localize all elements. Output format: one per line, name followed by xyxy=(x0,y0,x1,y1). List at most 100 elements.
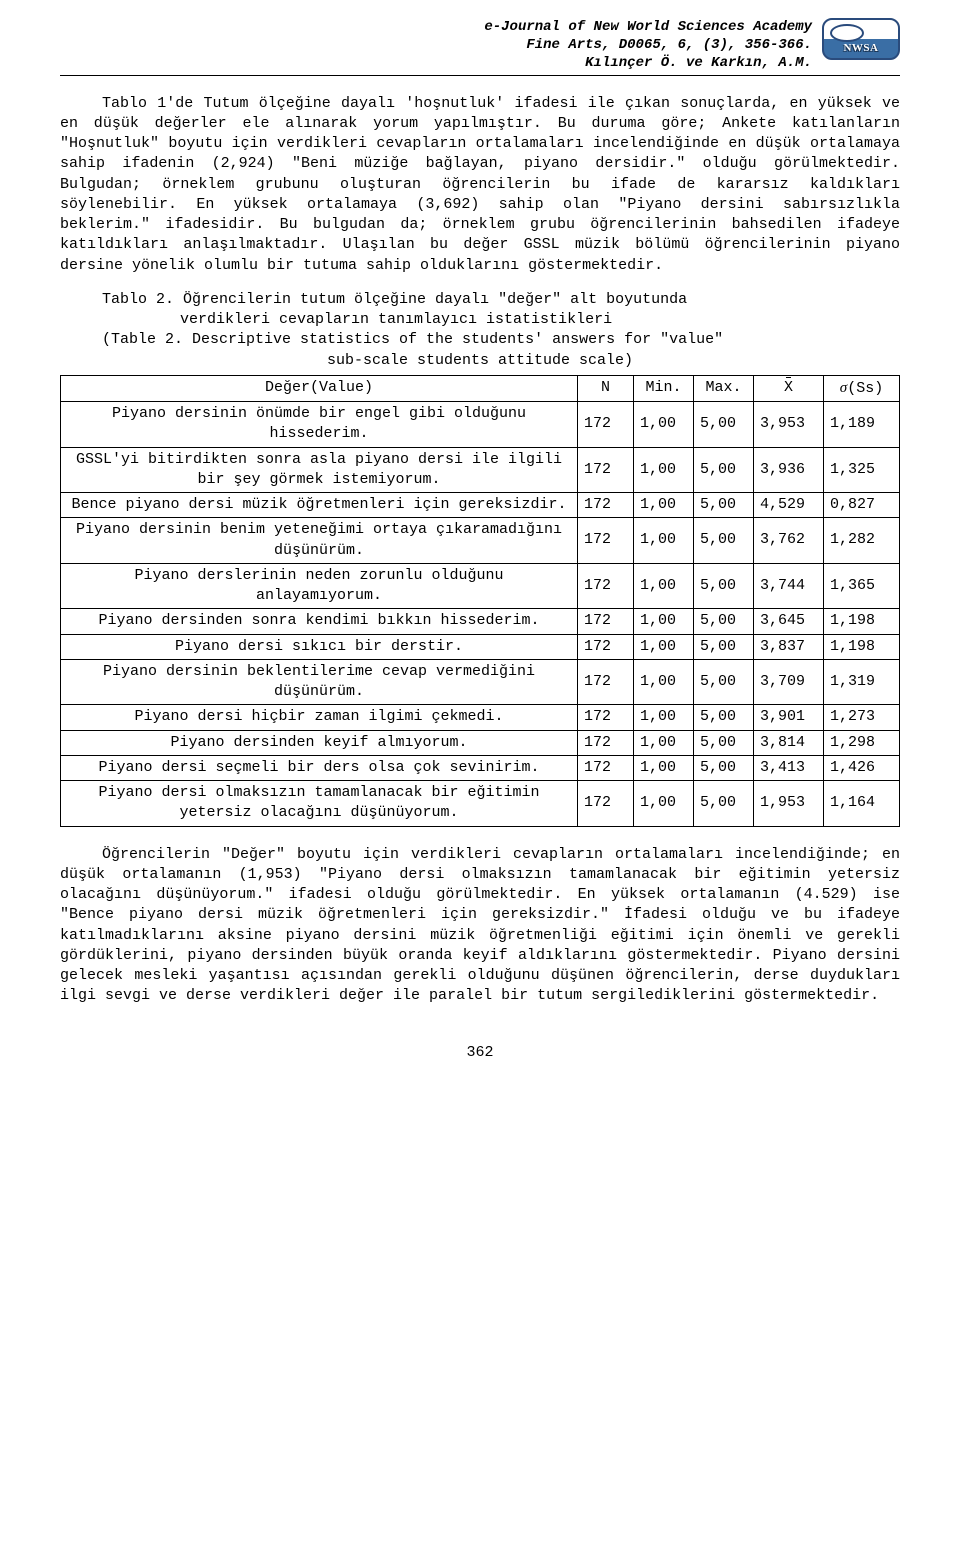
row-max: 5,00 xyxy=(694,705,754,730)
row-max: 5,00 xyxy=(694,447,754,493)
caption-line-2: verdikleri cevapların tanımlayıcı istati… xyxy=(60,310,900,330)
table-row: Piyano dersinin benim yeteneğimi ortaya … xyxy=(61,518,900,564)
row-min: 1,00 xyxy=(634,730,694,755)
caption-line-4: sub-scale students attitude scale) xyxy=(60,351,900,371)
row-label: Piyano dersi olmaksızın tamamlanacak bir… xyxy=(61,781,578,827)
logo-text: NWSA xyxy=(824,41,898,56)
row-x: 3,645 xyxy=(754,609,824,634)
table-row: Piyano dersi seçmeli bir ders olsa çok s… xyxy=(61,755,900,780)
row-label: Piyano dersi seçmeli bir ders olsa çok s… xyxy=(61,755,578,780)
row-ss: 1,198 xyxy=(824,634,900,659)
row-label: Piyano dersinin benim yeteneğimi ortaya … xyxy=(61,518,578,564)
col-mean: X xyxy=(754,375,824,401)
row-n: 172 xyxy=(578,755,634,780)
table-row: Piyano dersinden keyif almıyorum.1721,00… xyxy=(61,730,900,755)
row-max: 5,00 xyxy=(694,609,754,634)
caption-line-1: Tablo 2. Öğrencilerin tutum ölçeğine day… xyxy=(60,290,900,310)
table-caption: Tablo 2. Öğrencilerin tutum ölçeğine day… xyxy=(60,290,900,371)
row-min: 1,00 xyxy=(634,402,694,448)
row-ss: 1,198 xyxy=(824,609,900,634)
row-max: 5,00 xyxy=(694,781,754,827)
page-header: e-Journal of New World Sciences Academy … xyxy=(60,18,900,76)
row-ss: 1,189 xyxy=(824,402,900,448)
col-label: Değer(Value) xyxy=(61,375,578,401)
row-label: Piyano dersinin önümde bir engel gibi ol… xyxy=(61,402,578,448)
table-row: Piyano dersinin önümde bir engel gibi ol… xyxy=(61,402,900,448)
col-n: N xyxy=(578,375,634,401)
row-max: 5,00 xyxy=(694,634,754,659)
header-line-1: e-Journal of New World Sciences Academy xyxy=(484,18,812,36)
table-row: Piyano dersinin beklentilerime cevap ver… xyxy=(61,659,900,705)
row-min: 1,00 xyxy=(634,563,694,609)
table-body: Piyano dersinin önümde bir engel gibi ol… xyxy=(61,402,900,827)
table-row: Piyano dersinden sonra kendimi bıkkın hi… xyxy=(61,609,900,634)
header-line-3: Kılınçer Ö. ve Karkın, A.M. xyxy=(484,54,812,72)
row-x: 3,413 xyxy=(754,755,824,780)
row-min: 1,00 xyxy=(634,609,694,634)
row-ss: 1,319 xyxy=(824,659,900,705)
row-max: 5,00 xyxy=(694,493,754,518)
row-label: Bence piyano dersi müzik öğretmenleri iç… xyxy=(61,493,578,518)
row-max: 5,00 xyxy=(694,402,754,448)
row-n: 172 xyxy=(578,634,634,659)
row-min: 1,00 xyxy=(634,659,694,705)
row-label: Piyano dersinden sonra kendimi bıkkın hi… xyxy=(61,609,578,634)
table-row: Piyano derslerinin neden zorunlu olduğun… xyxy=(61,563,900,609)
row-ss: 1,273 xyxy=(824,705,900,730)
row-ss: 1,282 xyxy=(824,518,900,564)
row-n: 172 xyxy=(578,493,634,518)
table-header-row: Değer(Value) N Min. Max. X σ(Ss) xyxy=(61,375,900,401)
row-n: 172 xyxy=(578,730,634,755)
table-row: GSSL'yi bitirdikten sonra asla piyano de… xyxy=(61,447,900,493)
row-x: 3,744 xyxy=(754,563,824,609)
table-row: Piyano dersi hiçbir zaman ilgimi çekmedi… xyxy=(61,705,900,730)
row-max: 5,00 xyxy=(694,518,754,564)
ss-label: (Ss) xyxy=(847,380,883,397)
row-label: Piyano dersi hiçbir zaman ilgimi çekmedi… xyxy=(61,705,578,730)
row-n: 172 xyxy=(578,447,634,493)
row-x: 3,953 xyxy=(754,402,824,448)
table-row: Piyano dersi olmaksızın tamamlanacak bir… xyxy=(61,781,900,827)
row-max: 5,00 xyxy=(694,755,754,780)
row-ss: 1,325 xyxy=(824,447,900,493)
row-n: 172 xyxy=(578,705,634,730)
row-x: 3,762 xyxy=(754,518,824,564)
row-ss: 1,164 xyxy=(824,781,900,827)
table-row: Bence piyano dersi müzik öğretmenleri iç… xyxy=(61,493,900,518)
row-max: 5,00 xyxy=(694,563,754,609)
col-sd: σ(Ss) xyxy=(824,375,900,401)
row-min: 1,00 xyxy=(634,518,694,564)
row-x: 3,936 xyxy=(754,447,824,493)
row-min: 1,00 xyxy=(634,493,694,518)
page: e-Journal of New World Sciences Academy … xyxy=(0,0,960,1103)
row-label: GSSL'yi bitirdikten sonra asla piyano de… xyxy=(61,447,578,493)
col-min: Min. xyxy=(634,375,694,401)
header-line-2: Fine Arts, D0065, 6, (3), 356-366. xyxy=(484,36,812,54)
row-n: 172 xyxy=(578,659,634,705)
row-min: 1,00 xyxy=(634,781,694,827)
row-label: Piyano dersi sıkıcı bir derstir. xyxy=(61,634,578,659)
col-max: Max. xyxy=(694,375,754,401)
nwsa-logo-icon: NWSA xyxy=(822,18,900,60)
row-label: Piyano dersinin beklentilerime cevap ver… xyxy=(61,659,578,705)
row-label: Piyano dersinden keyif almıyorum. xyxy=(61,730,578,755)
paragraph-2: Öğrencilerin "Değer" boyutu için verdikl… xyxy=(60,845,900,1007)
table-head: Değer(Value) N Min. Max. X σ(Ss) xyxy=(61,375,900,401)
header-text: e-Journal of New World Sciences Academy … xyxy=(484,18,812,73)
row-n: 172 xyxy=(578,609,634,634)
row-x: 1,953 xyxy=(754,781,824,827)
row-min: 1,00 xyxy=(634,755,694,780)
row-label: Piyano derslerinin neden zorunlu olduğun… xyxy=(61,563,578,609)
page-number: 362 xyxy=(60,1043,900,1063)
row-x: 3,837 xyxy=(754,634,824,659)
row-ss: 1,298 xyxy=(824,730,900,755)
row-x: 3,814 xyxy=(754,730,824,755)
row-n: 172 xyxy=(578,563,634,609)
row-n: 172 xyxy=(578,518,634,564)
row-x: 3,709 xyxy=(754,659,824,705)
row-max: 5,00 xyxy=(694,659,754,705)
row-ss: 1,365 xyxy=(824,563,900,609)
row-n: 172 xyxy=(578,781,634,827)
row-max: 5,00 xyxy=(694,730,754,755)
paragraph-1: Tablo 1'de Tutum ölçeğine dayalı 'hoşnut… xyxy=(60,94,900,276)
